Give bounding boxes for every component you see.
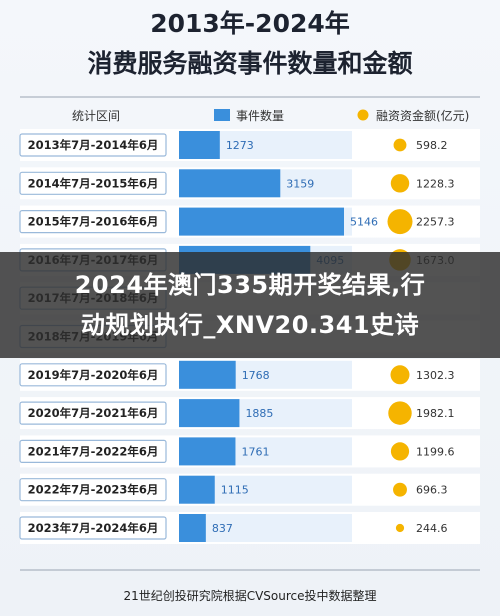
amount-value-label: 244.6 — [416, 522, 448, 535]
events-bar — [179, 360, 236, 389]
row-label-box — [19, 516, 167, 540]
events-value-label: 1273 — [226, 139, 254, 152]
events-value-label: 1885 — [245, 407, 273, 420]
amount-bubble — [390, 442, 410, 461]
events-bar — [179, 207, 344, 236]
row-label-box — [19, 478, 167, 502]
amount-bubble — [395, 523, 405, 533]
headline-overlay: 2024年澳门335期开奖结果,行 动规划执行_XNV20.341史诗 — [0, 252, 500, 358]
row-label-box — [19, 401, 167, 425]
row-label-box — [19, 363, 167, 387]
amount-bubble — [393, 138, 407, 152]
overlay-line1: 2024年澳门335期开奖结果,行 — [74, 271, 426, 299]
amount-value-label: 598.2 — [416, 139, 448, 152]
row-label: 2014年7月-2015年6月 — [28, 176, 159, 190]
amount-value-label: 1982.1 — [416, 407, 455, 420]
amount-bubble — [393, 482, 407, 497]
row-label: 2013年7月-2014年6月 — [28, 138, 159, 152]
row-label: 2019年7月-2020年6月 — [28, 368, 159, 382]
legend-amount-swatch — [357, 109, 369, 121]
events-bar — [179, 169, 281, 198]
events-value-label: 3159 — [286, 177, 314, 190]
overlay-line2: 动规划执行_XNV20.341史诗 — [80, 311, 420, 339]
row-label: 2022年7月-2023年6月 — [28, 483, 159, 497]
amount-bubble — [390, 365, 410, 385]
row-label-box — [19, 171, 167, 195]
chart-title-line1: 2013年-2024年 — [150, 9, 350, 38]
events-value-label: 1768 — [242, 369, 270, 382]
events-value-label: 5146 — [350, 216, 378, 229]
amount-value-label: 696.3 — [416, 484, 448, 497]
bar-track — [179, 514, 352, 542]
row-label: 2021年7月-2022年6月 — [28, 444, 159, 458]
events-bar — [179, 399, 240, 428]
events-bar — [179, 514, 206, 542]
row-label-box — [19, 210, 167, 234]
chart-title-line2: 消费服务融资事件数量和金额 — [87, 49, 412, 78]
amount-bubble — [390, 174, 410, 193]
row-label: 2020年7月-2021年6月 — [28, 406, 159, 420]
amount-value-label: 2257.3 — [416, 216, 455, 229]
source-note: 21世纪创投研究院根据CVSource投中数据整理 — [123, 588, 376, 603]
row-label-box — [19, 439, 167, 463]
events-value-label: 837 — [212, 522, 233, 535]
events-value-label: 1761 — [241, 445, 269, 458]
events-bar — [179, 437, 236, 466]
events-value-label: 1115 — [221, 484, 249, 497]
header-period: 统计区间 — [72, 109, 120, 123]
amount-value-label: 1228.3 — [416, 177, 455, 190]
row-label: 2015年7月-2016年6月 — [28, 215, 159, 229]
header-amount: 融资资金额(亿元) — [376, 108, 469, 123]
amount-bubble — [388, 401, 412, 425]
amount-value-label: 1199.6 — [416, 445, 455, 458]
legend-events-swatch — [214, 109, 230, 121]
header-events: 事件数量 — [236, 108, 284, 123]
amount-bubble — [387, 209, 413, 235]
amount-value-label: 1302.3 — [416, 369, 455, 382]
events-bar — [179, 475, 215, 504]
row-label-box — [19, 133, 167, 157]
events-bar — [179, 131, 220, 159]
row-label: 2023年7月-2024年6月 — [28, 521, 159, 535]
